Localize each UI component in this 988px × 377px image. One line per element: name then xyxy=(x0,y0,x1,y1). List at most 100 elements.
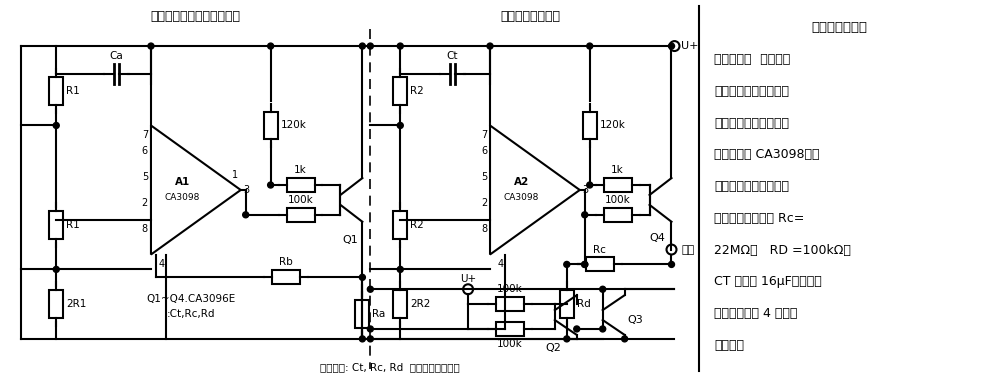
Circle shape xyxy=(368,43,373,49)
Circle shape xyxy=(148,43,154,49)
Circle shape xyxy=(397,43,403,49)
Text: 2R1: 2R1 xyxy=(66,299,87,309)
Circle shape xyxy=(360,336,366,342)
Bar xyxy=(287,178,314,192)
Bar xyxy=(393,211,407,239)
Text: R2: R2 xyxy=(410,220,424,230)
Circle shape xyxy=(53,123,59,129)
Bar xyxy=(264,112,278,139)
Text: 120k: 120k xyxy=(600,121,625,130)
Bar xyxy=(49,290,63,318)
Bar xyxy=(586,257,614,271)
Circle shape xyxy=(564,262,570,267)
Circle shape xyxy=(587,182,593,188)
Text: 100k: 100k xyxy=(288,195,313,205)
Circle shape xyxy=(368,326,373,332)
Text: 小电容长持续时: 小电容长持续时 xyxy=(811,21,867,34)
Bar xyxy=(49,211,63,239)
Text: Q2: Q2 xyxy=(545,343,561,353)
Bar xyxy=(496,322,524,336)
Text: 6: 6 xyxy=(481,146,487,156)
Text: 100k: 100k xyxy=(497,339,523,349)
Circle shape xyxy=(368,286,373,292)
Circle shape xyxy=(397,267,403,272)
Circle shape xyxy=(587,43,593,49)
Text: A2: A2 xyxy=(514,177,529,187)
Text: 1: 1 xyxy=(231,170,238,180)
Text: Ra: Ra xyxy=(372,309,385,319)
Circle shape xyxy=(564,336,570,342)
Text: Rb: Rb xyxy=(279,257,292,267)
Text: 100k: 100k xyxy=(605,195,630,205)
Text: 间的定时器  当需要几: 间的定时器 当需要几 xyxy=(714,53,790,66)
Text: 需要使用大容量、低漏: 需要使用大容量、低漏 xyxy=(714,180,789,193)
Circle shape xyxy=(368,336,373,342)
Text: 得到延迟时间 4 小时的: 得到延迟时间 4 小时的 xyxy=(714,307,797,320)
Text: 8: 8 xyxy=(481,224,487,234)
Text: 2R2: 2R2 xyxy=(410,299,431,309)
Text: 4: 4 xyxy=(498,259,504,270)
Text: 2: 2 xyxy=(481,198,487,208)
Circle shape xyxy=(582,212,588,218)
Circle shape xyxy=(669,262,675,267)
Text: A1: A1 xyxy=(175,177,190,187)
Text: 采用两个双输人的精确: 采用两个双输人的精确 xyxy=(714,116,789,130)
Bar xyxy=(287,208,314,222)
Text: 充电电路: Ct, Rc, Rd  充电电路遥通控制: 充电电路: Ct, Rc, Rd 充电电路遥通控制 xyxy=(320,362,460,372)
Text: 3: 3 xyxy=(244,185,250,195)
Circle shape xyxy=(487,43,493,49)
Text: 22MΩ、   RD =100kΩ、: 22MΩ、 RD =100kΩ、 xyxy=(714,244,852,257)
Circle shape xyxy=(268,43,274,49)
Text: Q4: Q4 xyxy=(649,233,666,243)
Text: U+: U+ xyxy=(682,41,699,51)
Bar xyxy=(496,297,524,311)
Text: Q1: Q1 xyxy=(343,234,359,245)
Text: Rc: Rc xyxy=(593,245,607,254)
Bar xyxy=(604,178,631,192)
Text: 输出: 输出 xyxy=(682,245,695,254)
Text: 7: 7 xyxy=(481,130,487,140)
Text: Ct: Ct xyxy=(447,51,457,61)
Text: R1: R1 xyxy=(66,220,80,230)
Text: 2: 2 xyxy=(141,198,148,208)
Text: 充电电路用精密脉冲发生器: 充电电路用精密脉冲发生器 xyxy=(151,10,241,23)
Text: CA3098: CA3098 xyxy=(165,193,200,202)
Text: 100k: 100k xyxy=(497,284,523,294)
Circle shape xyxy=(243,212,249,218)
Bar xyxy=(272,270,299,284)
Text: 电平检测器 CA3098，不: 电平检测器 CA3098，不 xyxy=(714,148,820,161)
Text: 1k: 1k xyxy=(294,165,307,175)
Text: :Ct,Rc,Rd: :Ct,Rc,Rd xyxy=(167,309,215,319)
Text: Ca: Ca xyxy=(110,51,123,61)
Bar xyxy=(560,290,574,318)
Text: Rd: Rd xyxy=(577,299,591,309)
Circle shape xyxy=(360,274,366,280)
Circle shape xyxy=(582,262,588,267)
Bar xyxy=(356,300,370,328)
Bar xyxy=(393,77,407,105)
Text: 定时（充电）电路: 定时（充电）电路 xyxy=(500,10,560,23)
Circle shape xyxy=(600,326,606,332)
Text: 8: 8 xyxy=(142,224,148,234)
Circle shape xyxy=(669,43,675,49)
Text: U+: U+ xyxy=(460,274,476,284)
Text: CT 只需要 16μF，就可以: CT 只需要 16μF，就可以 xyxy=(714,275,822,288)
Circle shape xyxy=(268,182,274,188)
Text: 5: 5 xyxy=(141,172,148,182)
Bar xyxy=(583,112,597,139)
Text: CA3098: CA3098 xyxy=(504,193,539,202)
Text: 3: 3 xyxy=(583,185,589,195)
Text: Q1~Q4.CA3096E: Q1~Q4.CA3096E xyxy=(146,294,235,304)
Circle shape xyxy=(582,262,588,267)
Text: 个小时的延迟时间时，: 个小时的延迟时间时， xyxy=(714,85,789,98)
Text: 7: 7 xyxy=(141,130,148,140)
Text: 电的电容器。如果 Rc=: 电的电容器。如果 Rc= xyxy=(714,212,805,225)
Circle shape xyxy=(397,123,403,129)
Text: 定时器。: 定时器。 xyxy=(714,339,744,352)
Text: 5: 5 xyxy=(481,172,487,182)
Circle shape xyxy=(53,267,59,272)
Text: R2: R2 xyxy=(410,86,424,96)
Text: Q3: Q3 xyxy=(627,315,643,325)
Circle shape xyxy=(600,286,606,292)
Text: 4: 4 xyxy=(159,259,165,270)
